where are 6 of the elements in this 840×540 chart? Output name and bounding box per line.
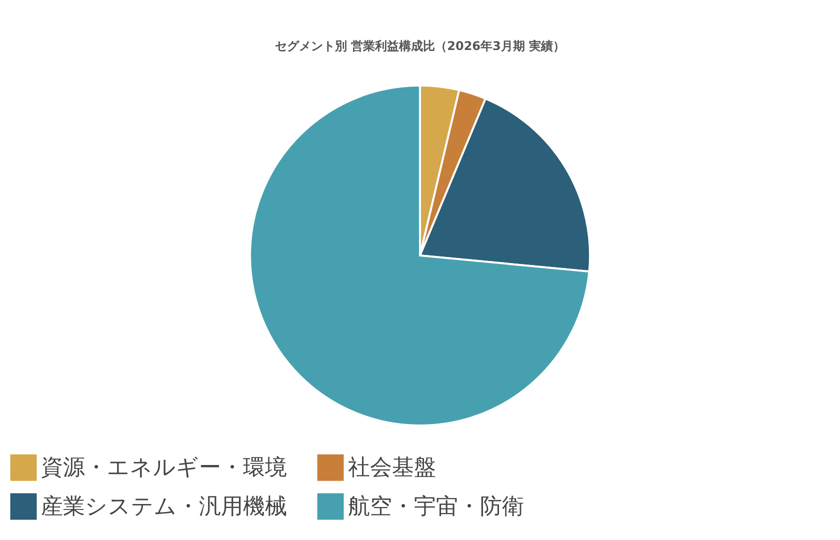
legend-label: 産業システム・汎用機械 <box>41 494 287 520</box>
legend-label: 社会基盤 <box>348 456 436 481</box>
legend-label: 航空・宇宙・防衛 <box>348 494 524 520</box>
pie-slice <box>249 84 590 426</box>
legend-label: 資源・エネルギー・環境 <box>41 456 287 481</box>
chart-title: セグメント別 営業利益構成比（2026年3月期 実績） <box>274 39 566 53</box>
